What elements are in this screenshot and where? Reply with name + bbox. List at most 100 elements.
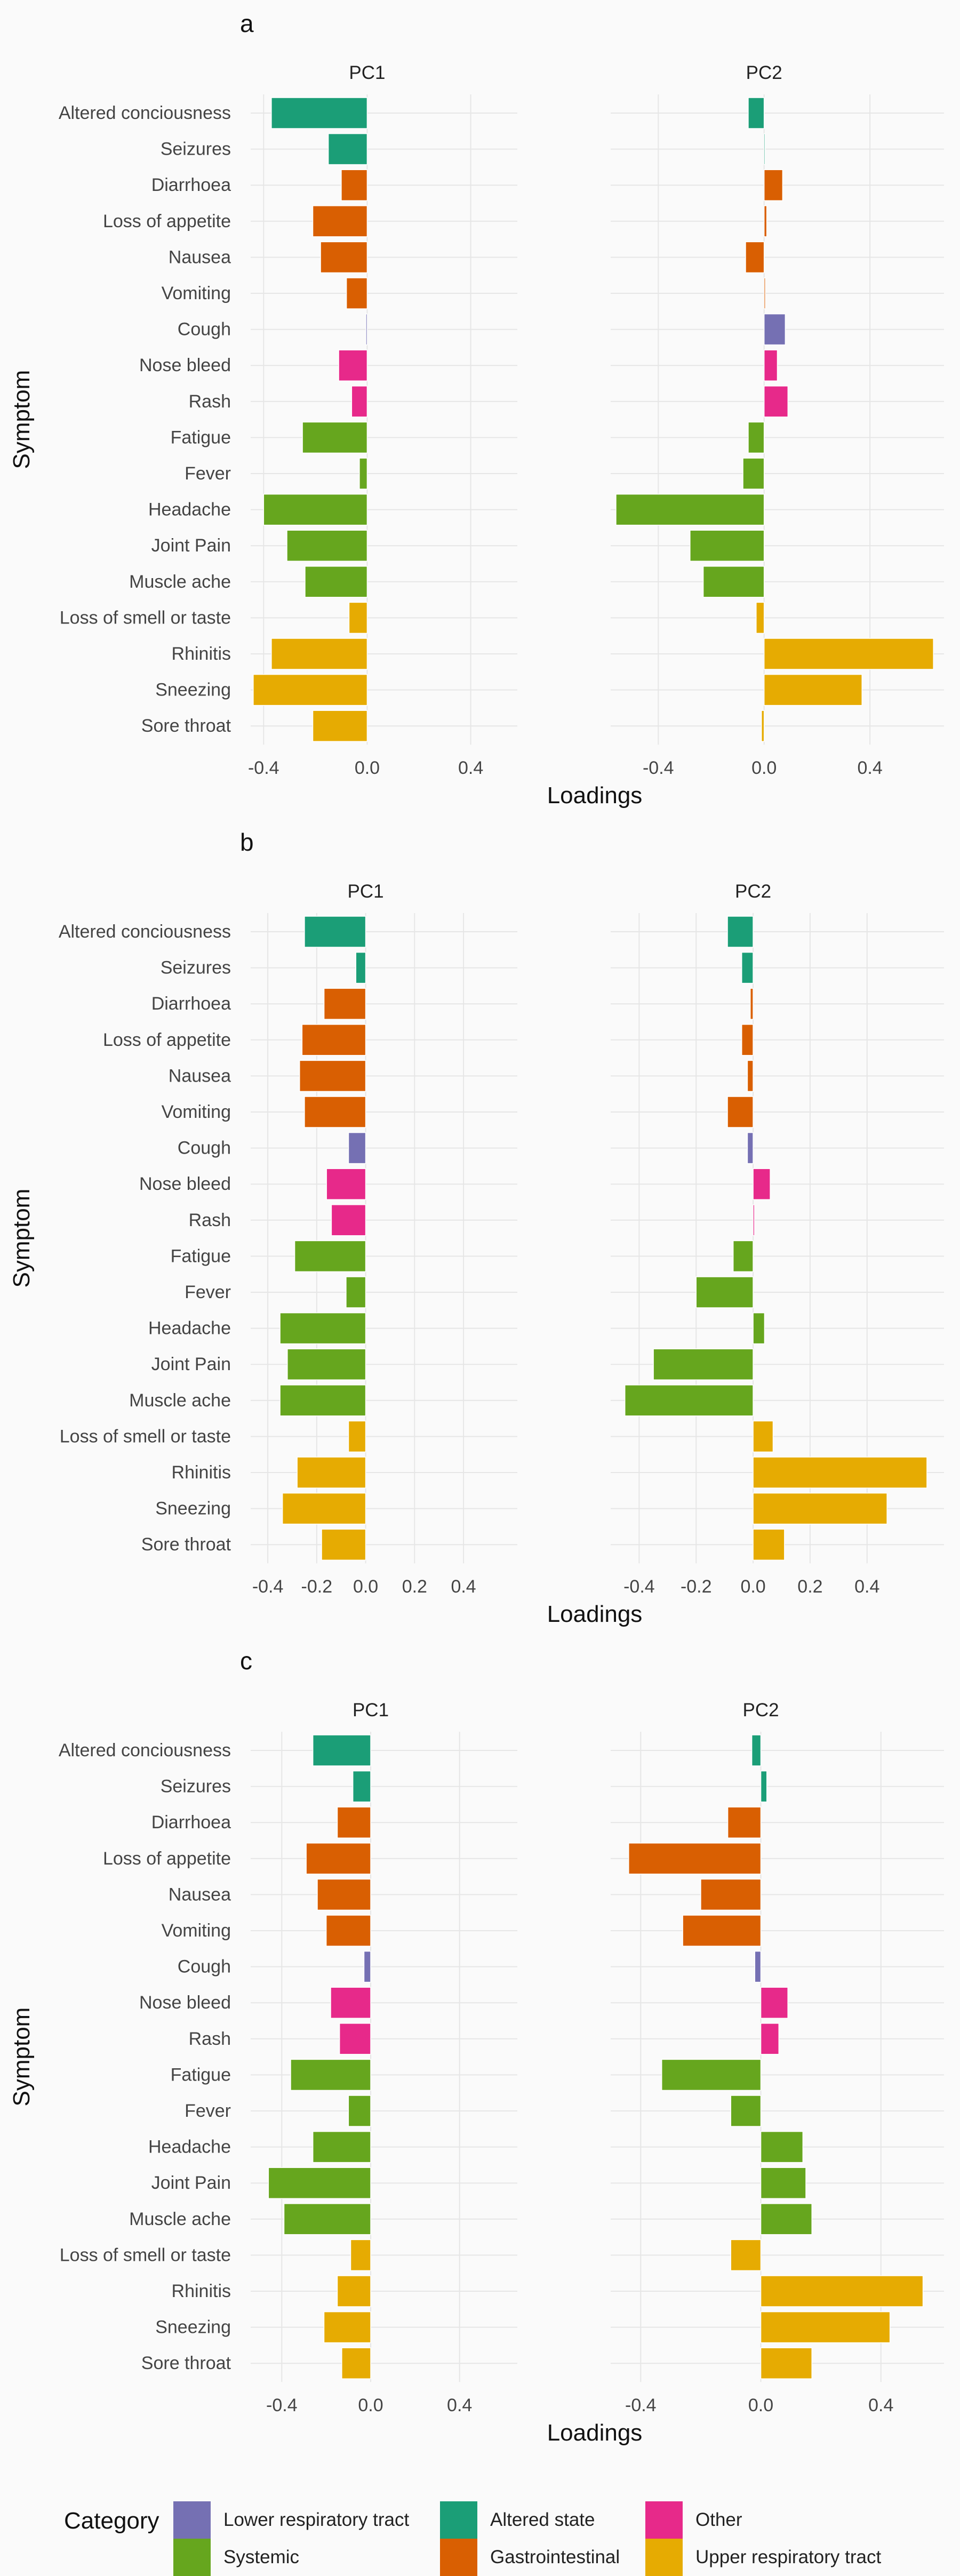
- bar: [745, 241, 765, 274]
- bar: [317, 1878, 371, 1911]
- bar: [761, 710, 765, 742]
- legend-title: Category: [64, 2508, 159, 2534]
- category-label: Sneezing: [155, 2317, 231, 2338]
- bar: [323, 2311, 371, 2343]
- bar: [742, 458, 765, 490]
- bar: [750, 988, 754, 1020]
- facet-title: PC1: [349, 62, 385, 83]
- x-tick-label: -0.4: [625, 2395, 657, 2415]
- bar: [753, 1312, 765, 1345]
- bar: [346, 1276, 366, 1308]
- category-label: Fatigue: [171, 427, 231, 447]
- legend-item-gastrointestinal: Gastrointestinal: [440, 2539, 620, 2576]
- bar: [763, 674, 862, 706]
- bar: [748, 421, 765, 454]
- bar: [763, 169, 783, 201]
- bar: [365, 313, 368, 346]
- bar: [763, 313, 786, 346]
- x-tick-label: 0.0: [748, 2395, 773, 2415]
- category-label: Altered conciousness: [59, 103, 231, 123]
- bar: [682, 1915, 762, 1947]
- panel-label: a: [240, 10, 254, 37]
- category-label: Diarrhoea: [151, 994, 231, 1014]
- x-tick-label: 0.4: [451, 1577, 476, 1597]
- bar: [760, 1987, 788, 2019]
- bar: [341, 2347, 371, 2379]
- category-label: Rash: [189, 1210, 231, 1230]
- bar: [348, 1420, 366, 1453]
- category-label: Muscle ache: [129, 572, 231, 592]
- bar: [290, 2059, 371, 2091]
- x-tick-label: -0.4: [643, 758, 674, 778]
- bar: [320, 241, 368, 274]
- bar: [753, 1457, 927, 1489]
- bar: [763, 386, 789, 418]
- category-label: Fatigue: [171, 1246, 231, 1266]
- bar: [760, 1770, 767, 1803]
- bar: [760, 2131, 804, 2163]
- x-tick-label: -0.4: [266, 2395, 298, 2415]
- category-label: Rhinitis: [172, 2281, 231, 2301]
- category-label: Sore throat: [141, 716, 231, 736]
- bar: [741, 951, 754, 984]
- category-label: Muscle ache: [129, 1390, 231, 1411]
- category-label: Sneezing: [155, 1499, 231, 1519]
- bar: [756, 602, 765, 634]
- bar: [732, 1240, 754, 1273]
- panel-label: b: [240, 828, 254, 856]
- bar: [279, 1385, 366, 1417]
- bar: [730, 2239, 762, 2271]
- bar: [690, 530, 765, 562]
- category-label: Loss of appetite: [103, 1030, 231, 1050]
- category-label: Cough: [178, 1138, 231, 1158]
- category-label: Headache: [148, 500, 231, 520]
- bar: [763, 349, 778, 381]
- x-axis-title: Loadings: [547, 1601, 643, 1627]
- y-axis-title: Symptom: [9, 1189, 35, 1288]
- legend-label: Lower respiratory tract: [223, 2509, 410, 2530]
- bar: [304, 1096, 366, 1128]
- bar: [294, 1240, 366, 1273]
- category-label: Joint Pain: [151, 535, 231, 556]
- bar: [271, 97, 368, 129]
- bar: [331, 1204, 366, 1236]
- category-label: Sore throat: [141, 2353, 231, 2373]
- bar: [253, 674, 368, 706]
- bar: [763, 277, 766, 309]
- bar: [363, 1950, 371, 1983]
- bar: [760, 2023, 780, 2055]
- category-label: Diarrhoea: [151, 1812, 231, 1833]
- x-tick-label: 0.4: [857, 758, 882, 778]
- bar: [346, 277, 368, 309]
- category-label: Headache: [148, 2137, 231, 2157]
- category-label: Muscle ache: [129, 2209, 231, 2229]
- bar: [355, 951, 366, 984]
- legend-label: Gastrointestinal: [490, 2547, 620, 2567]
- bar: [751, 1734, 762, 1766]
- bar: [348, 602, 368, 634]
- category-label: Seizures: [161, 958, 231, 978]
- x-tick-label: -0.4: [623, 1577, 655, 1597]
- bar: [350, 2239, 371, 2271]
- facet-title: PC1: [348, 881, 384, 902]
- bar: [325, 1915, 371, 1947]
- x-tick-label: -0.2: [301, 1577, 333, 1597]
- category-label: Diarrhoea: [151, 175, 231, 195]
- category-label: Nausea: [169, 247, 231, 267]
- category-label: Loss of appetite: [103, 211, 231, 231]
- bar: [760, 2167, 806, 2199]
- bar: [695, 1276, 754, 1308]
- x-tick-label: 0.0: [740, 1577, 765, 1597]
- bar: [763, 638, 934, 670]
- bar: [338, 349, 368, 381]
- y-axis-title: Symptom: [9, 370, 35, 469]
- panel-label: c: [240, 1647, 252, 1675]
- bar: [321, 1529, 366, 1561]
- bar: [730, 2095, 762, 2127]
- bar: [337, 1806, 371, 1838]
- bar: [763, 205, 767, 237]
- bar: [624, 1385, 754, 1417]
- x-tick-label: 0.0: [358, 2395, 383, 2415]
- bar: [760, 2311, 891, 2343]
- x-axis-title: Loadings: [547, 2420, 643, 2446]
